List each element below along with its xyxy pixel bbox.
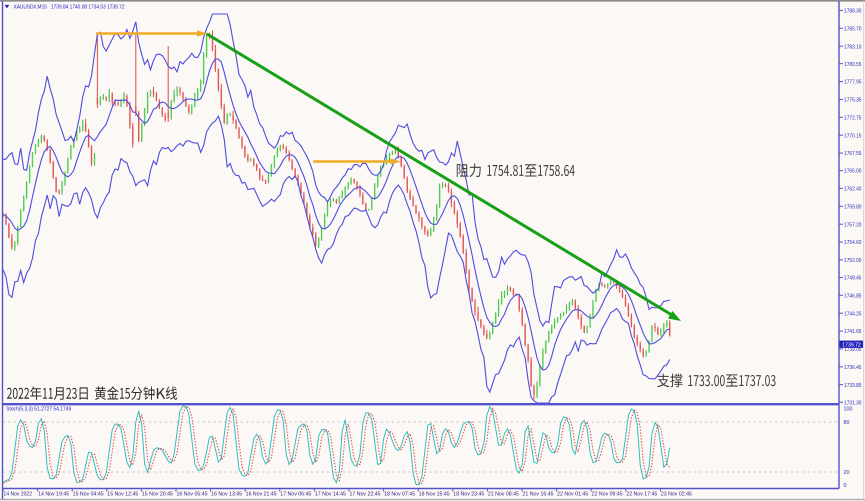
svg-text:1739.72: 1739.72 [842,343,861,349]
svg-text:1762.40: 1762.40 [844,187,862,193]
svg-text:15 Nov 20:45: 15 Nov 20:45 [142,491,173,497]
svg-text:1772.75: 1772.75 [844,115,862,121]
svg-text:16 Nov 13:45: 16 Nov 13:45 [211,491,242,497]
svg-text:18 Nov 23:45: 18 Nov 23:45 [453,491,484,497]
svg-text:16 Nov 05:45: 16 Nov 05:45 [177,491,208,497]
svg-text:17 Nov 22:45: 17 Nov 22:45 [350,491,381,497]
svg-text:14 Nov 2022: 14 Nov 2022 [4,491,33,497]
svg-text:18 Nov 15:45: 18 Nov 15:45 [419,491,450,497]
svg-text:15 Nov 04:45: 15 Nov 04:45 [73,491,104,497]
svg-text:1759.80: 1759.80 [844,204,862,210]
svg-text:1777.95: 1777.95 [844,80,862,86]
svg-text:1785.70: 1785.70 [844,26,862,32]
svg-text:1741.65: 1741.65 [844,329,862,335]
svg-text:15 Nov 12:45: 15 Nov 12:45 [107,491,138,497]
svg-text:23 Nov 02:45: 23 Nov 02:45 [661,491,692,497]
svg-text:1775.35: 1775.35 [844,98,862,104]
svg-text:21 Nov 16:45: 21 Nov 16:45 [523,491,554,497]
svg-text:1757.20: 1757.20 [844,222,862,228]
svg-text:1788.30: 1788.30 [844,9,862,15]
svg-text:20: 20 [844,470,850,476]
svg-text:22 Nov 01:45: 22 Nov 01:45 [557,491,588,497]
svg-text:1739.05: 1739.05 [844,347,862,353]
svg-text:17 Nov 14:45: 17 Nov 14:45 [315,491,346,497]
svg-text:1749.45: 1749.45 [844,276,862,282]
svg-text:14 Nov 19:45: 14 Nov 19:45 [38,491,69,497]
svg-text:1783.10: 1783.10 [844,44,862,50]
svg-text:21 Nov 08:45: 21 Nov 08:45 [488,491,519,497]
svg-text:18 Nov 07:45: 18 Nov 07:45 [384,491,415,497]
svg-text:1733.85: 1733.85 [844,383,862,389]
svg-text:1765.00: 1765.00 [844,169,862,175]
svg-text:80: 80 [844,420,850,426]
svg-text:1770.15: 1770.15 [844,133,862,139]
svg-text:0: 0 [844,483,847,489]
svg-text:1754.60: 1754.60 [844,240,862,246]
svg-text:100: 100 [844,407,853,413]
svg-text:XAUUSD#,M15 1739.84 1740.08: XAUUSD#,M15 1739.84 1740.08 1734.53 1739… [14,4,125,10]
svg-text:22 Nov 09:45: 22 Nov 09:45 [592,491,623,497]
svg-text:1767.55: 1767.55 [844,151,862,157]
svg-text:17 Nov 06:45: 17 Nov 06:45 [280,491,311,497]
svg-text:Stoch(5,3,3) 51.2727 54.1749: Stoch(5,3,3) 51.2727 54.1749 [6,407,71,413]
svg-text:1752.00: 1752.00 [844,258,862,264]
svg-text:1746.85: 1746.85 [844,293,862,299]
svg-text:16 Nov 21:45: 16 Nov 21:45 [246,491,277,497]
svg-text:1780.55: 1780.55 [844,62,862,68]
svg-text:1736.45: 1736.45 [844,365,862,371]
svg-text:1731.30: 1731.30 [844,400,862,406]
svg-text:22 Nov 17:45: 22 Nov 17:45 [626,491,657,497]
svg-text:1744.25: 1744.25 [844,311,862,317]
